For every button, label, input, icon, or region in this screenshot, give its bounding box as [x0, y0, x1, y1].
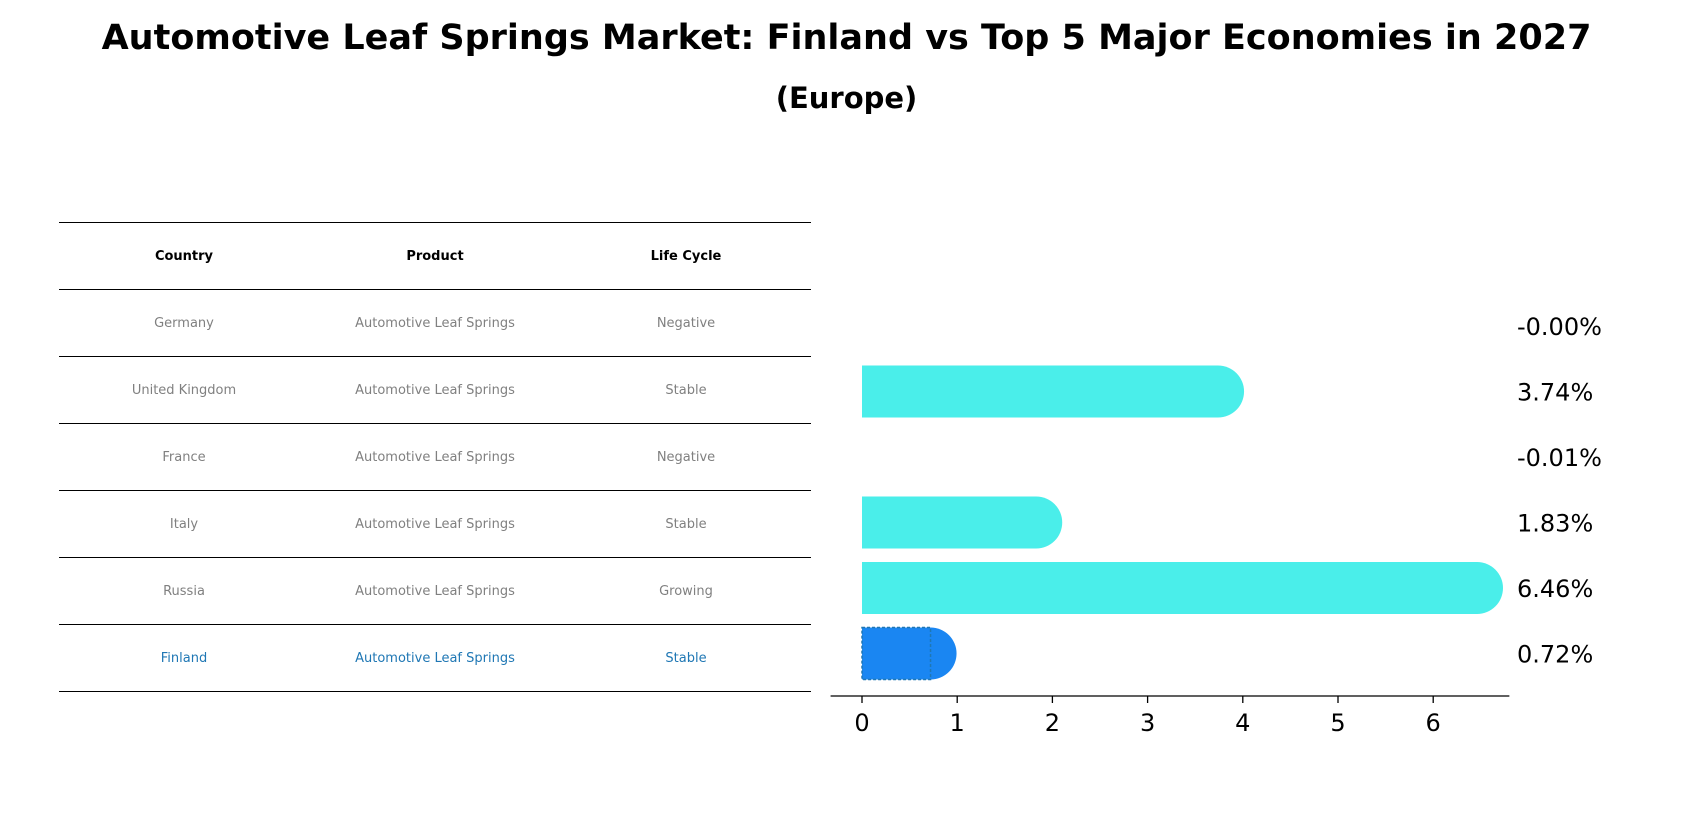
x-tick-label: 0: [854, 709, 869, 737]
bar-chart: -0.00% 3.74% -0.01% 1.83% 6.46% 0.72% 0 1 2 3 4 5 6: [830, 313, 1602, 737]
cell-country: France: [162, 449, 206, 465]
value-label: -0.00%: [1517, 313, 1602, 341]
data-table: Country Product Life Cycle Germany Autom…: [59, 222, 811, 692]
cell-life-cycle: Stable: [665, 650, 707, 666]
table-row: United Kingdom Automotive Leaf Springs S…: [59, 357, 811, 424]
x-tick-label: 5: [1330, 709, 1345, 737]
cell-country: Germany: [154, 315, 214, 331]
cell-country: Finland: [160, 650, 208, 666]
cell-country: Italy: [169, 516, 199, 532]
table-row-highlight: Finland Automotive Leaf Springs Stable: [59, 625, 811, 692]
table-row: Russia Automotive Leaf Springs Growing: [59, 558, 811, 625]
bar-italy: [862, 496, 1063, 549]
cell-country: United Kingdom: [131, 382, 237, 398]
cell-country: Russia: [163, 583, 205, 599]
table-row: France Automotive Leaf Springs Negative: [59, 424, 811, 491]
x-tick-label: 4: [1235, 709, 1250, 737]
value-label: -0.01%: [1517, 444, 1602, 472]
cell-product: Automotive Leaf Springs: [355, 449, 515, 465]
cell-product: Automotive Leaf Springs: [355, 583, 515, 599]
x-tick-label: 6: [1426, 709, 1441, 737]
bar-finland: [862, 627, 957, 680]
table-row: Italy Automotive Leaf Springs Stable: [59, 491, 811, 558]
x-tick-label: 2: [1045, 709, 1060, 737]
header-life-cycle: Life Cycle: [650, 248, 722, 264]
cell-life-cycle: Growing: [659, 583, 713, 599]
table-header-row: Country Product Life Cycle: [59, 223, 811, 290]
x-tick-label: 1: [950, 709, 965, 737]
table-row: Germany Automotive Leaf Springs Negative: [59, 290, 811, 357]
cell-product: Automotive Leaf Springs: [355, 315, 515, 331]
chart-title: Automotive Leaf Springs Market: Finland …: [101, 18, 1592, 58]
bar-united-kingdom: [862, 365, 1245, 418]
cell-product: Automotive Leaf Springs: [355, 650, 515, 666]
x-tick-label: 3: [1140, 709, 1155, 737]
cell-life-cycle: Stable: [665, 516, 707, 532]
value-label: 6.46%: [1517, 575, 1593, 603]
cell-life-cycle: Negative: [656, 315, 716, 331]
value-label: 3.74%: [1517, 379, 1593, 407]
chart-subtitle: (Europe): [775, 81, 918, 115]
cell-life-cycle: Stable: [665, 382, 707, 398]
cell-product: Automotive Leaf Springs: [355, 516, 515, 532]
value-label: 0.72%: [1517, 641, 1593, 669]
bar-russia: [862, 562, 1503, 614]
cell-product: Automotive Leaf Springs: [355, 382, 515, 398]
header-country: Country: [154, 248, 214, 264]
cell-life-cycle: Negative: [656, 449, 716, 465]
bar-highlight-outline: [861, 626, 932, 681]
value-label: 1.83%: [1517, 510, 1593, 538]
header-product: Product: [406, 248, 464, 264]
